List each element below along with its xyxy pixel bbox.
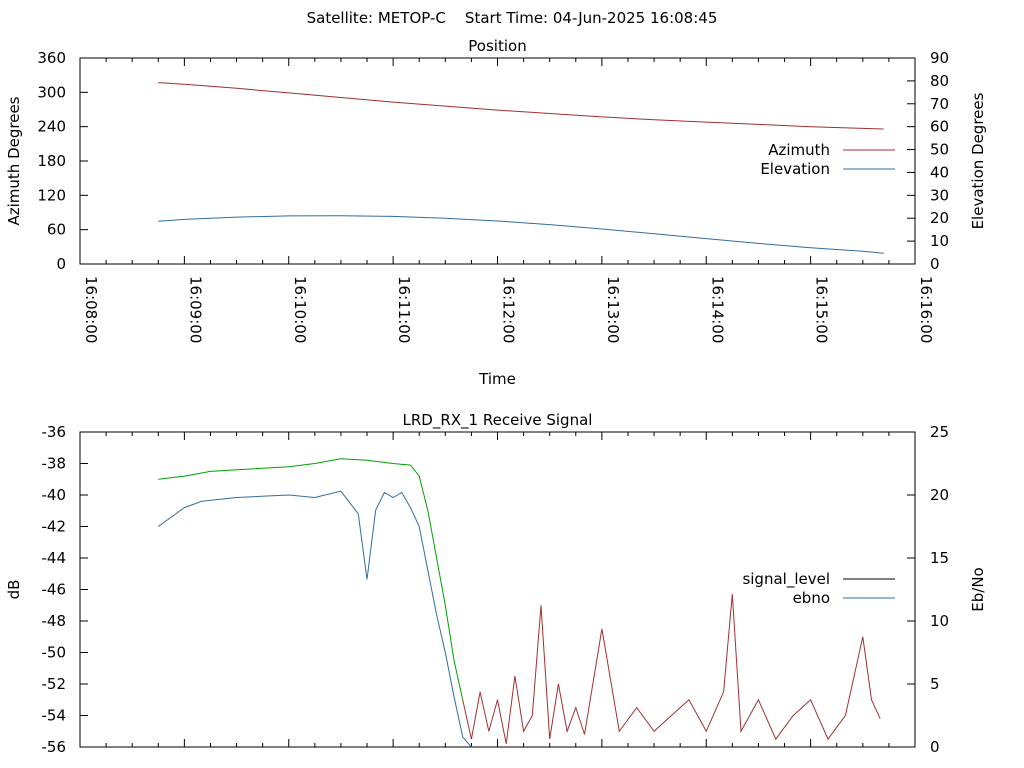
x-tick-label: 16:11:00 [395,276,413,343]
y2-tick-label: 25 [930,423,949,441]
series-line-signal-level [158,458,464,700]
y-tick-label: 60 [47,221,66,239]
y-tick-label: -54 [42,707,67,725]
y2-tick-label: 70 [930,95,949,113]
y-tick-label: -42 [42,518,67,536]
y2-tick-label: 50 [930,141,949,159]
legend-label: signal_level [742,570,830,589]
y-tick-label: 180 [37,152,66,170]
y-tick-label: -40 [42,486,67,504]
y2-tick-label: 20 [930,486,949,504]
y-tick-label: -48 [42,612,67,630]
x-tick-label: 16:15:00 [813,276,831,343]
position-chart: Position 16:08:00 16:09:00 16:10:00 16:11:00… [5,37,987,388]
y2-axis-label: Eb/No [969,567,987,611]
y2-tick-label: 20 [930,209,949,227]
x-tick-label: 16:12:00 [500,276,518,343]
y-tick-label: -38 [42,455,67,473]
legend-label: Elevation [760,160,830,178]
y-tick-label: -52 [42,675,67,693]
y-tick-label: -36 [42,423,67,441]
y2-tick-label: 10 [930,612,949,630]
y-tick-label: -56 [42,738,67,756]
series-line-azimuth [158,82,884,130]
y2-tick-label: 15 [930,549,949,567]
x-tick-label: 16:16:00 [917,276,935,343]
y-tick-label: 120 [37,186,66,204]
y2-tick-label: 90 [930,49,949,67]
y2-tick-label: 60 [930,118,949,136]
x-axis-label: Time [478,370,516,388]
y-axis-label: dB [5,580,23,600]
y-tick-label: 360 [37,49,66,67]
y-tick-label: 0 [56,255,66,273]
series-line-signal-level-low- [462,594,881,744]
y2-tick-label: 0 [930,255,940,273]
y2-tick-label: 80 [930,72,949,90]
y-tick-label: -44 [42,549,67,567]
x-tick-label: 16:13:00 [604,276,622,343]
chart-title: LRD_RX_1 Receive Signal [403,411,593,430]
receive-signal-chart: LRD_RX_1 Receive Signal -56 -54 -52 -50 -48 -4… [5,411,987,756]
y-axis-label: Azimuth Degrees [5,96,23,225]
x-tick-label: 16:08:00 [82,276,100,343]
y2-tick-label: 30 [930,186,949,204]
y-tick-label: 300 [37,83,66,101]
y-tick-label: -46 [42,581,67,599]
legend-label: Azimuth [768,141,830,159]
y-tick-label: 240 [37,118,66,136]
x-tick-label: 16:09:00 [186,276,204,343]
y2-tick-label: 40 [930,163,949,181]
x-tick-label: 16:14:00 [708,276,726,343]
series-line-ebno [158,490,472,747]
y2-tick-label: 5 [930,675,940,693]
x-tick-label: 16:10:00 [291,276,309,343]
y-tick-label: -50 [42,644,67,662]
y2-axis-label: Elevation Degrees [969,92,987,229]
y2-tick-label: 10 [930,232,949,250]
chart-title: Position [468,37,526,55]
y2-tick-label: 0 [930,738,940,756]
legend-label: ebno [793,589,830,607]
series-line-elevation [158,215,884,254]
figure-suptitle: Satellite: METOP-C Start Time: 04-Jun-20… [307,9,718,27]
